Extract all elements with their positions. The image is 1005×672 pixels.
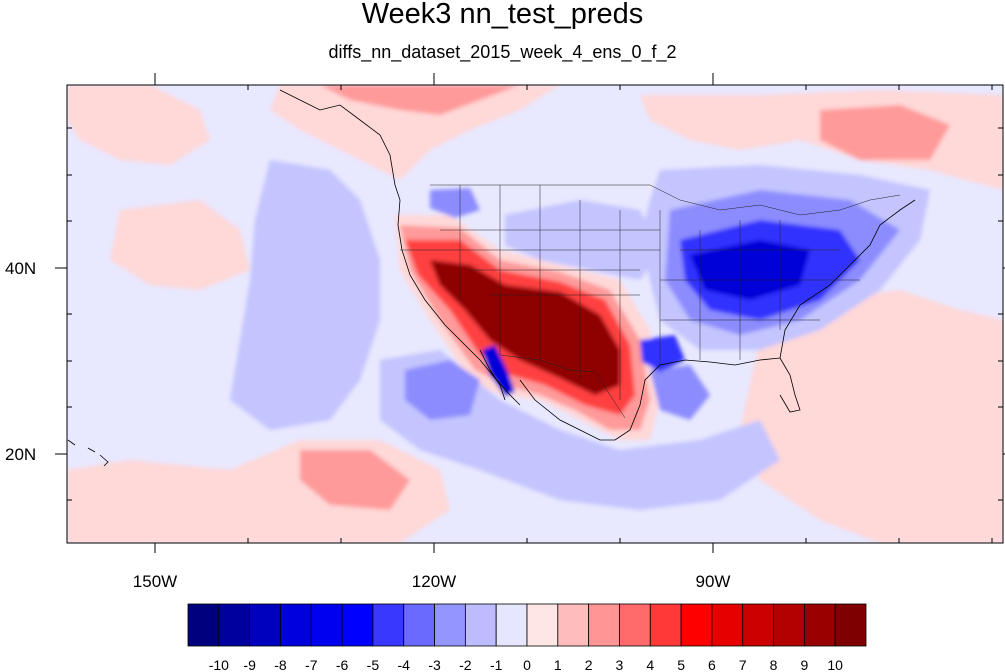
anomaly-mid-red-southwest xyxy=(300,450,410,510)
anomaly-dark-blue-baja xyxy=(482,345,515,396)
coastline-east xyxy=(779,199,916,359)
colorbar-label: 10 xyxy=(827,657,843,672)
chart-subtitle: diffs_nn_dataset_2015_week_4_ens_0_f_2 xyxy=(328,42,677,62)
colorbar-label: -8 xyxy=(274,657,287,672)
anomaly-light-blue-central-us xyxy=(505,200,660,280)
colorbar-label: -4 xyxy=(398,657,411,672)
colorbar-swatch xyxy=(310,603,343,647)
colorbar-label: 2 xyxy=(585,657,593,672)
colorbar-swatch xyxy=(773,603,805,647)
colorbar-label: 6 xyxy=(708,657,716,672)
colorbar-swatch xyxy=(803,603,836,647)
colorbar-label: 1 xyxy=(554,657,562,672)
chart-title: Week3 nn_test_preds xyxy=(361,0,644,30)
colorbar-swatch xyxy=(434,603,466,647)
colorbar-swatch xyxy=(588,603,620,647)
colorbar-label: -1 xyxy=(490,657,503,672)
colorbar-label: 8 xyxy=(770,657,778,672)
coastline-gulf xyxy=(614,357,781,441)
anomaly-mid-red-northeast xyxy=(820,105,950,160)
colorbar-label: 4 xyxy=(646,657,654,672)
colorbar-label: -10 xyxy=(209,657,229,672)
colorbar-swatch xyxy=(249,603,281,647)
anomaly-light-red-west-pacific xyxy=(67,85,210,165)
colorbar-label: -3 xyxy=(428,657,441,672)
colorbar-label: -7 xyxy=(305,657,318,672)
colorbar-label: 0 xyxy=(523,657,531,672)
coastlines xyxy=(67,89,916,467)
colorbar-swatch xyxy=(680,603,713,647)
colorbar-label: -2 xyxy=(459,657,472,672)
lat-label-20n: 20N xyxy=(5,445,36,464)
anomaly-light-red-east xyxy=(740,290,1003,543)
anomaly-mid-blue-pacific xyxy=(405,360,480,420)
colorbar-swatch xyxy=(834,603,867,647)
colorbar-swatch xyxy=(526,603,559,647)
colorbar-swatch xyxy=(403,603,435,647)
colorbar-swatch xyxy=(649,603,682,647)
state-grid-cols xyxy=(459,185,781,400)
colorbar-label: 7 xyxy=(739,657,747,672)
anomaly-light-blue-pacific xyxy=(230,160,380,430)
anomaly-field xyxy=(67,85,1003,543)
anomaly-strong-blue-texas xyxy=(640,335,685,372)
lon-label-90w: 90W xyxy=(696,572,731,591)
coastline-baja xyxy=(479,349,615,441)
state-borders xyxy=(400,184,901,419)
lat-label-40n: 40N xyxy=(5,259,36,278)
map-field xyxy=(67,85,1003,543)
anomaly-light-red-central-pacific xyxy=(110,200,250,290)
coastline-florida xyxy=(779,357,801,413)
colorbar-swatch xyxy=(218,603,251,647)
colorbar-swatch xyxy=(557,603,590,647)
anomaly-mid-blue-gulf xyxy=(650,365,710,420)
colorbar-swatch xyxy=(464,603,497,647)
colorbar xyxy=(187,603,867,647)
anomaly-light-blue-south xyxy=(380,350,780,510)
colorbar-swatch xyxy=(742,603,774,647)
axis-ticks xyxy=(55,73,1005,553)
coastline-hawaii xyxy=(67,439,109,467)
colorbar-label: -5 xyxy=(367,657,380,672)
colorbar-label: -6 xyxy=(336,657,349,672)
lon-label-150w: 150W xyxy=(133,572,177,591)
us-mexico-border xyxy=(499,354,626,419)
colorbar-label: -9 xyxy=(243,657,256,672)
colorbar-label: 5 xyxy=(677,657,685,672)
colorbar-label: 3 xyxy=(616,657,624,672)
anomaly-dark-red-core xyxy=(430,260,620,395)
colorbar-swatch xyxy=(619,603,651,647)
colorbar-swatch xyxy=(495,603,528,647)
anomaly-light-red-north xyxy=(270,85,560,180)
coastline-alaska-bc xyxy=(279,89,396,186)
us-canada-border xyxy=(430,184,901,216)
lon-label-120w: 120W xyxy=(412,572,456,591)
colorbar-swatch xyxy=(187,603,220,647)
colorbar-swatch xyxy=(372,603,405,647)
colorbar-swatch xyxy=(341,603,374,647)
colorbar-labels: -10 -9 -8 -7 -6 -5 -4 -3 -2 -1 0 1 2 3 4 5 6 7 8 9 10 xyxy=(209,657,843,672)
colorbar-swatch xyxy=(711,603,744,647)
colorbar-swatch xyxy=(280,603,312,647)
anomaly-mid-blue-north xyxy=(430,188,480,218)
anomaly-mid-red-north xyxy=(320,85,520,115)
colorbar-label: 9 xyxy=(800,657,808,672)
